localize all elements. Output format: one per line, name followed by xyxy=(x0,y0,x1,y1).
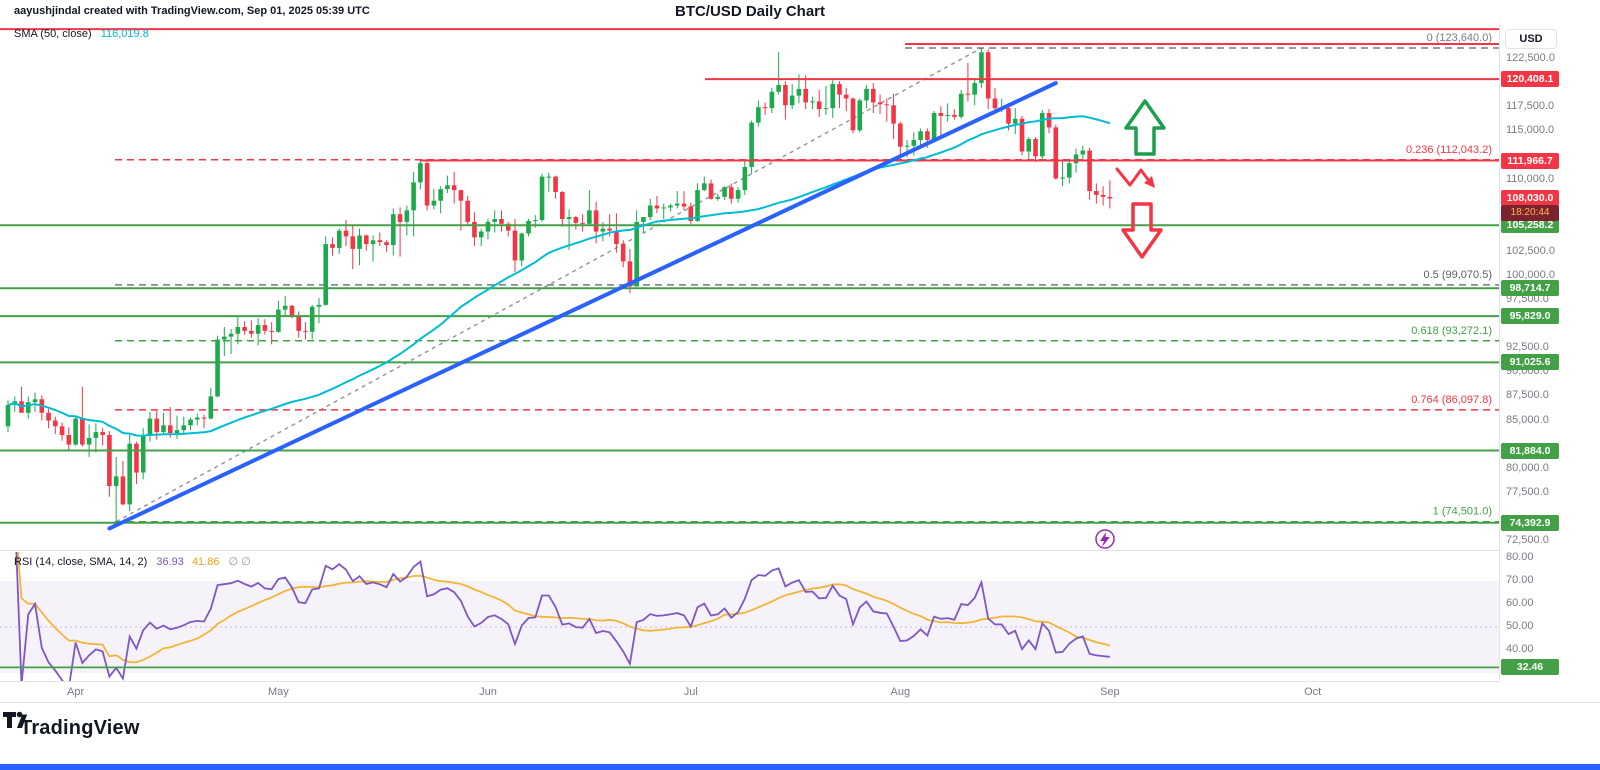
rsi-tick-label: 70.00 xyxy=(1506,574,1534,586)
rsi-tick-label: 50.00 xyxy=(1506,620,1534,632)
sma-indicator-legend[interactable]: SMA (50, close) 116,019.8 xyxy=(14,28,149,40)
price-tick-label: 110,000.0 xyxy=(1506,172,1555,185)
fib-level-label: 0.5 (99,070.5) xyxy=(1424,269,1493,281)
price-tick-label: 122,500.0 xyxy=(1506,52,1555,64)
price-badge[interactable]: 81,884.0 xyxy=(1501,442,1559,459)
rsi-band xyxy=(0,581,1499,673)
rsi-pane[interactable] xyxy=(0,512,1499,688)
fib-level-label: 0.764 (86,097.8) xyxy=(1411,394,1492,406)
rsi-ma-legend-value: 41.86 xyxy=(191,556,220,568)
bottom-accent-bar xyxy=(0,764,1600,770)
rsi-legend-value: 36.93 xyxy=(156,556,184,568)
countdown-badge: 18:20:44 xyxy=(1501,205,1559,222)
price-badge[interactable]: 105,258.2 xyxy=(1501,217,1559,234)
rsi-tick-label: 60.00 xyxy=(1506,597,1534,609)
rsi-tick-label: 80.00 xyxy=(1506,551,1534,563)
attribution-text: aayushjindal created with TradingView.co… xyxy=(14,5,370,17)
rsi-legend-label: RSI (14, close, SMA, 14, 2) xyxy=(14,556,148,568)
price-badge[interactable]: 111,966.7 xyxy=(1501,152,1559,169)
fib-level-label: 0.618 (93,272.1) xyxy=(1411,325,1492,337)
rsi-legend-empty-set-icons: ∅ ∅ xyxy=(228,556,251,568)
price-tick-label: 87,500.0 xyxy=(1506,389,1549,402)
up-arrow-drawing[interactable] xyxy=(1124,99,1166,156)
month-label-may: May xyxy=(268,686,289,698)
down-arrow-drawing[interactable] xyxy=(1121,202,1163,259)
price-badge[interactable]: 98,714.7 xyxy=(1501,280,1559,297)
page-title: BTC/USD Daily Chart xyxy=(674,3,826,20)
rsi-indicator-legend[interactable]: RSI (14, close, SMA, 14, 2) 36.93 41.86 … xyxy=(14,555,251,568)
price-tick-label: 72,500.0 xyxy=(1506,534,1549,546)
month-label-jun: Jun xyxy=(479,686,497,698)
price-tick-label: 100,000.0 xyxy=(1506,268,1555,281)
month-label-aug: Aug xyxy=(890,686,911,698)
month-label-apr: Apr xyxy=(67,686,85,698)
rsi-ma-line[interactable] xyxy=(15,512,1111,664)
month-label-jul: Jul xyxy=(683,686,698,698)
month-label-sep: Sep xyxy=(1100,686,1120,698)
price-badge[interactable]: 91,025.6 xyxy=(1501,354,1559,371)
candles-layer[interactable] xyxy=(5,48,1113,522)
price-tick-label: 92,500.0 xyxy=(1506,341,1549,354)
price-tick-label: 85,000.0 xyxy=(1506,413,1549,426)
sma50-line[interactable] xyxy=(7,115,1111,437)
fib-level-label: 0 (123,640.0) xyxy=(1427,32,1492,44)
rsi-level-badge[interactable]: 32.46 xyxy=(1501,659,1559,676)
price-tick-label: 117,500.0 xyxy=(1506,100,1555,113)
price-tick-label: 77,500.0 xyxy=(1506,485,1549,498)
sma-legend-label: SMA (50, close) xyxy=(14,28,92,40)
price-tick-label: 115,000.0 xyxy=(1506,124,1555,137)
zigzag-arrowhead xyxy=(1144,176,1155,188)
currency-label: USD xyxy=(1505,29,1557,49)
rsi-line[interactable] xyxy=(15,512,1110,688)
main-price-pane[interactable]: 0 (123,640.0) 0.236 (112,043.2) 0.5 (99,07… xyxy=(0,28,1499,549)
annotations-layer[interactable] xyxy=(1095,99,1166,549)
price-badge[interactable]: 74,392.9 xyxy=(1501,514,1559,531)
sma-legend-value: 116,019.8 xyxy=(100,28,149,40)
price-badge[interactable]: 120,408.1 xyxy=(1501,71,1559,88)
zigzag-arrow-drawing[interactable] xyxy=(1115,167,1151,187)
flash-icon-bolt xyxy=(1100,532,1110,547)
rsi-tick-label: 40.00 xyxy=(1506,643,1534,655)
price-tick-label: 80,000.0 xyxy=(1506,461,1549,474)
footer: TradingView xyxy=(0,703,1600,764)
month-label-oct: Oct xyxy=(1304,686,1322,698)
brand-wordmark[interactable]: TradingView xyxy=(20,717,140,739)
price-tick-label: 102,500.0 xyxy=(1506,244,1555,257)
fib-level-label: 1 (74,501.0) xyxy=(1433,506,1492,518)
fib-level-label: 0.236 (112,043.2) xyxy=(1406,144,1492,156)
support-trendline[interactable] xyxy=(107,81,1058,531)
price-badge[interactable]: 108,030.0 xyxy=(1501,190,1559,207)
time-axis[interactable]: Apr May Jun Jul Aug Sep Oct xyxy=(0,682,1500,702)
price-badge[interactable]: 95,829.0 xyxy=(1501,308,1559,325)
price-axis[interactable]: USD 122,500.0 117,500.0 115,000.0 110,000.0… xyxy=(1500,22,1562,702)
